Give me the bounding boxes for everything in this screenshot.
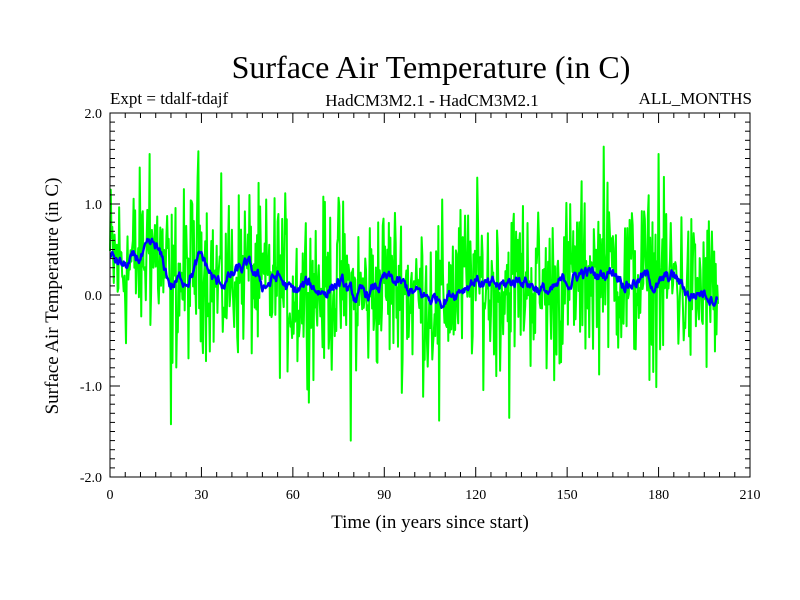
x-tick-label: 90 [377, 488, 391, 503]
x-axis-label: Time (in years since start) [331, 512, 529, 533]
series-line-smoothed [109, 237, 719, 309]
tick-layer [109, 112, 751, 478]
x-tick-label: 30 [194, 488, 208, 503]
months-label: ALL_MONTHS [639, 89, 752, 108]
experiment-label: Expt = tdalf-tdajf [110, 89, 229, 108]
x-tick-label: 120 [465, 488, 486, 503]
chart-title: Surface Air Temperature (in C) [232, 49, 631, 85]
x-tick-label: 210 [740, 488, 761, 503]
series-line-monthly [109, 145, 719, 442]
x-tick-label: 60 [286, 488, 300, 503]
x-tick-label: 150 [557, 488, 578, 503]
x-tick-labels: 0 30 60 90 120 150 180 210 [107, 488, 761, 503]
y-tick-labels: -2.0 -1.0 0.0 1.0 2.0 [80, 107, 102, 486]
y-tick-label: -2.0 [80, 471, 102, 486]
y-tick-label: -1.0 [80, 380, 102, 395]
y-axis-label: Surface Air Temperature (in C) [42, 178, 63, 415]
series-layer [109, 145, 719, 442]
y-tick-label: 1.0 [85, 198, 103, 213]
x-tick-label: 0 [107, 488, 114, 503]
model-label: HadCM3M2.1 - HadCM3M2.1 [325, 91, 538, 110]
y-tick-label: 0.0 [85, 289, 103, 304]
y-tick-label: 2.0 [85, 107, 103, 122]
x-tick-label: 180 [648, 488, 669, 503]
